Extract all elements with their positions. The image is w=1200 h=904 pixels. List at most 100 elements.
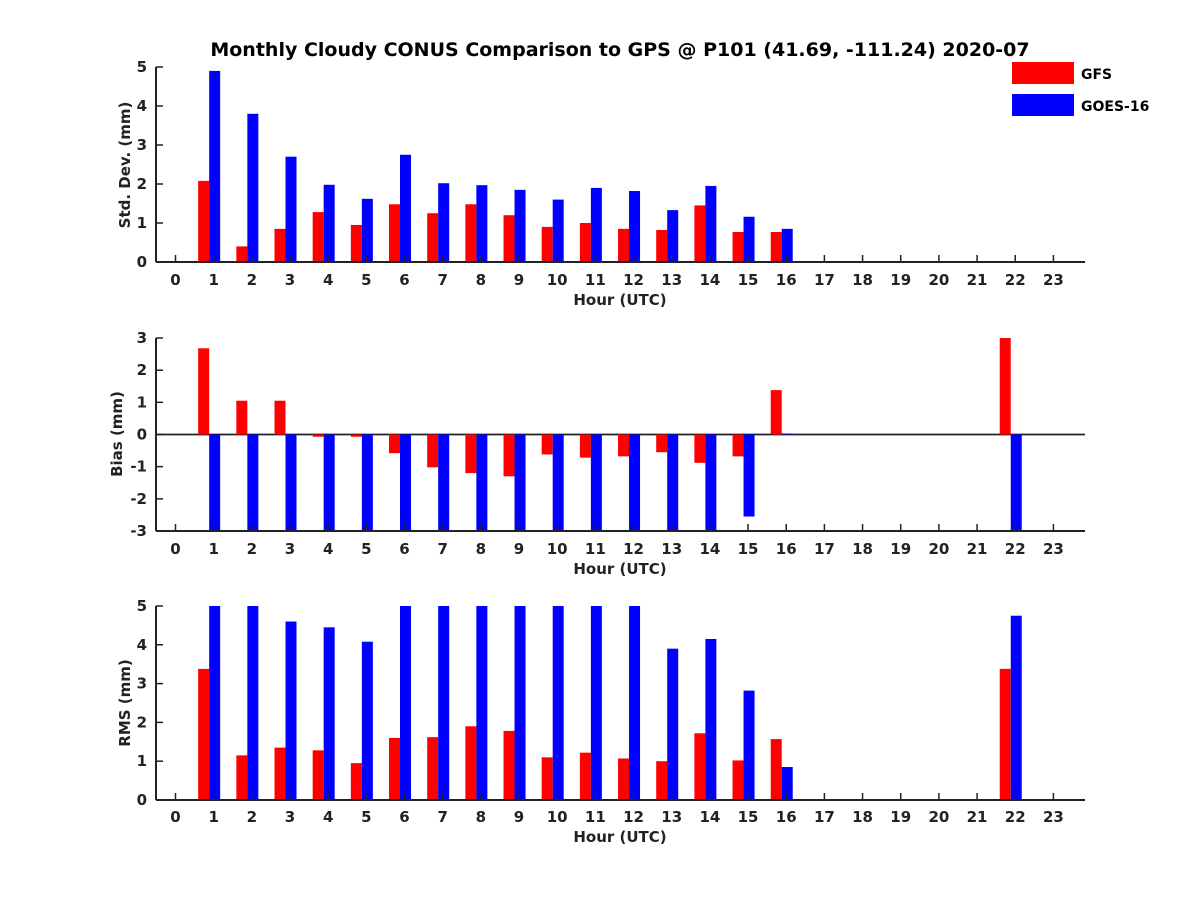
rms-xtick-label-13: 13	[661, 808, 682, 826]
bias-xtick-label-11: 11	[585, 540, 606, 558]
bias-ytick-label-2: 2	[137, 361, 147, 379]
rms-bar-goes16-7	[438, 606, 450, 800]
rms-bar-goes16-8	[476, 606, 488, 800]
std-dev-bar-goes16-4	[323, 184, 335, 262]
bias-xtick-label-12: 12	[623, 540, 644, 558]
xlabel-std-dev: Hour (UTC)	[573, 291, 666, 309]
rms-xtick-label-20: 20	[928, 808, 949, 826]
std-dev-xtick-label-17: 17	[814, 271, 835, 289]
std-dev-xtick-label-16: 16	[776, 271, 797, 289]
std-dev-bar-goes16-8	[476, 185, 488, 262]
bias-bar-goes16-9	[514, 434, 526, 531]
rms-bar-gfs-8	[465, 726, 477, 800]
std-dev-xtick-label-2: 2	[247, 271, 257, 289]
bias-bar-gfs-15	[732, 434, 744, 457]
rms-bar-goes16-2	[247, 606, 259, 800]
xlabel-bias: Hour (UTC)	[573, 560, 666, 578]
bias-xtick-label-17: 17	[814, 540, 835, 558]
std-dev-xtick-label-10: 10	[547, 271, 568, 289]
legend: GFS GOES-16	[1012, 62, 1149, 116]
std-dev-ytick-label-1: 1	[137, 214, 147, 232]
rms-bar-goes16-15	[743, 690, 755, 800]
std-dev-xtick-label-14: 14	[699, 271, 720, 289]
bias-bar-gfs-16	[770, 390, 782, 435]
rms-bar-gfs-5	[350, 763, 362, 800]
std-dev-ytick-label-5: 5	[137, 58, 147, 76]
bias-bar-gfs-5	[350, 434, 362, 437]
rms-xtick-label-7: 7	[437, 808, 447, 826]
rms-xtick-label-21: 21	[967, 808, 988, 826]
std-dev-xtick-label-22: 22	[1005, 271, 1026, 289]
rms-bar-gfs-16	[770, 739, 782, 800]
std-dev-xtick-label-20: 20	[928, 271, 949, 289]
std-dev-xtick-label-5: 5	[361, 271, 371, 289]
rms-bar-gfs-11	[579, 752, 591, 800]
bias-bar-gfs-4	[312, 434, 324, 437]
rms-bar-goes16-1	[209, 606, 221, 800]
bias-bar-gfs-11	[579, 434, 591, 458]
std-dev-bar-gfs-6	[389, 204, 401, 262]
bias-xtick-label-21: 21	[967, 540, 988, 558]
std-dev-bar-goes16-16	[781, 228, 793, 262]
rms-xtick-label-22: 22	[1005, 808, 1026, 826]
bias-bar-goes16-6	[400, 434, 412, 531]
rms-bar-gfs-3	[274, 747, 286, 800]
ylabel-rms: RMS (mm)	[116, 659, 134, 746]
std-dev-bar-gfs-2	[236, 246, 248, 262]
rms-xtick-label-9: 9	[514, 808, 524, 826]
bias-ytick-label--2: -2	[130, 490, 147, 508]
bias-bar-gfs-9	[503, 434, 515, 477]
std-dev-xtick-label-21: 21	[967, 271, 988, 289]
rms-xtick-label-0: 0	[170, 808, 180, 826]
bias-bar-gfs-2	[236, 400, 248, 435]
std-dev-xtick-label-15: 15	[738, 271, 759, 289]
std-dev-bar-goes16-2	[247, 113, 259, 262]
std-dev-xtick-label-23: 23	[1043, 271, 1064, 289]
rms-ytick-label-4: 4	[137, 636, 147, 654]
std-dev-bar-goes16-5	[361, 198, 373, 262]
std-dev-xtick-label-13: 13	[661, 271, 682, 289]
rms-bar-goes16-9	[514, 606, 526, 800]
std-dev-bar-goes16-13	[667, 210, 679, 262]
std-dev-bar-gfs-13	[656, 230, 668, 262]
std-dev-bar-gfs-16	[770, 231, 782, 262]
bias-bar-gfs-7	[427, 434, 439, 468]
rms-bar-gfs-14	[694, 733, 706, 800]
bias-bar-goes16-12	[629, 434, 641, 531]
rms-xtick-label-4: 4	[323, 808, 333, 826]
std-dev-bar-goes16-12	[629, 191, 641, 262]
rms-xtick-label-11: 11	[585, 808, 606, 826]
std-dev-bar-goes16-9	[514, 189, 526, 262]
legend-swatch-goes16	[1012, 94, 1074, 116]
rms-xtick-label-3: 3	[285, 808, 295, 826]
rms-bar-goes16-11	[590, 606, 602, 800]
std-dev-bar-gfs-3	[274, 228, 286, 262]
rms-ytick-label-2: 2	[137, 713, 147, 731]
bias-bar-gfs-13	[656, 434, 668, 453]
bias-xtick-label-13: 13	[661, 540, 682, 558]
rms-ytick-label-1: 1	[137, 752, 147, 770]
rms-bar-gfs-22	[999, 668, 1011, 800]
bias-ytick-label--1: -1	[130, 458, 147, 476]
rms-ytick-label-0: 0	[137, 791, 147, 809]
bias-xtick-label-5: 5	[361, 540, 371, 558]
rms-xtick-label-16: 16	[776, 808, 797, 826]
std-dev-ytick-label-3: 3	[137, 136, 147, 154]
std-dev-xtick-label-11: 11	[585, 271, 606, 289]
rms-bar-goes16-3	[285, 621, 297, 800]
rms-bar-goes16-13	[667, 648, 679, 800]
std-dev-bar-gfs-1	[198, 180, 210, 262]
std-dev-xtick-label-9: 9	[514, 271, 524, 289]
std-dev-bar-gfs-7	[427, 213, 439, 262]
std-dev-ytick-label-2: 2	[137, 175, 147, 193]
bias-xtick-label-14: 14	[699, 540, 720, 558]
std-dev-bar-gfs-9	[503, 215, 515, 262]
xlabel-rms: Hour (UTC)	[573, 828, 666, 846]
rms-xtick-label-8: 8	[476, 808, 486, 826]
std-dev-bar-gfs-5	[350, 224, 362, 262]
bias-bar-goes16-8	[476, 434, 488, 531]
std-dev-xtick-label-12: 12	[623, 271, 644, 289]
